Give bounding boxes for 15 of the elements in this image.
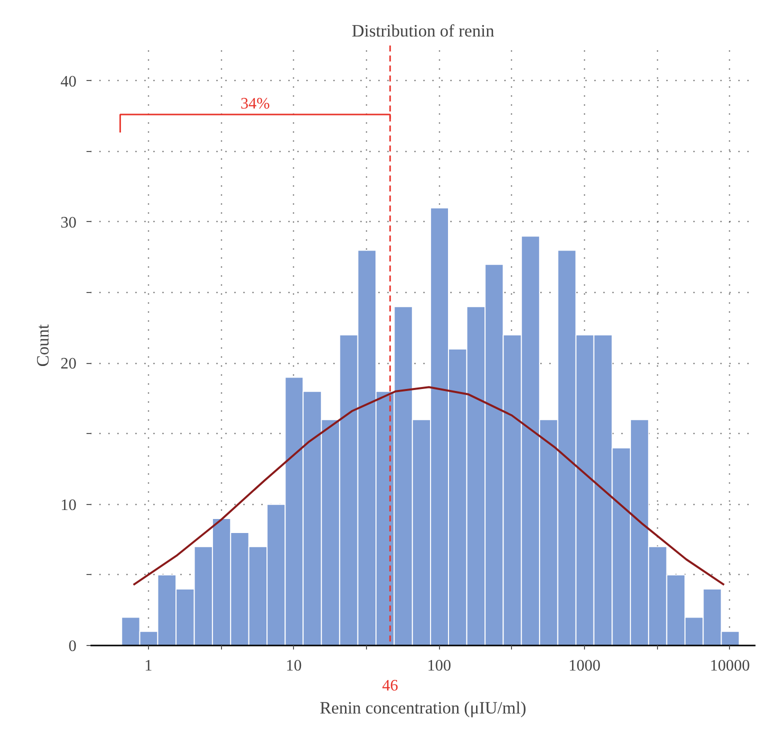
x-tick-label: 10	[286, 658, 302, 674]
y-axis-title: Count	[34, 324, 52, 367]
y-tick-label: 20	[60, 356, 76, 373]
annotation: 34%	[240, 96, 270, 112]
x-tick-label: 1000	[568, 658, 601, 674]
y-tick-label: 30	[60, 214, 76, 232]
x-tick-label: 100	[427, 658, 452, 674]
x-tick-label: 10000	[710, 658, 750, 674]
y-tick-label: 10	[60, 496, 76, 514]
x-axis-title: Renin concentration (μIU/ml)	[320, 698, 527, 718]
y-tick-label: 40	[60, 73, 76, 90]
chart-title: Distribution of renin	[352, 22, 495, 40]
y-tick-label: 0	[68, 638, 76, 655]
x-tick-label: 1	[144, 658, 152, 674]
ref-line-label: 46	[382, 678, 398, 694]
